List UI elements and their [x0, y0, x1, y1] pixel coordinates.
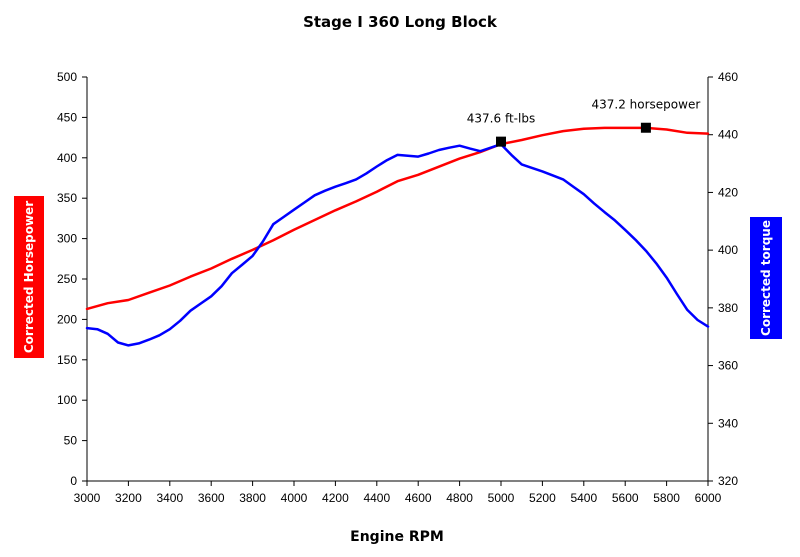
- x-tick-label: 5600: [612, 491, 639, 505]
- x-tick-label: 5000: [488, 491, 515, 505]
- y-left-tick-label: 500: [57, 70, 77, 84]
- x-tick-label: 3200: [115, 491, 142, 505]
- right-axis-label: Corrected torque: [750, 217, 782, 339]
- annotation-marker: [496, 136, 506, 147]
- x-ticks: 3000 3200 3400 3600 3800 4000 4200 4400 4600 4800…: [74, 481, 722, 505]
- x-tick-label: 3600: [198, 491, 225, 505]
- x-tick-label: 5400: [570, 491, 597, 505]
- y-right-tick-label: 380: [718, 301, 738, 315]
- x-tick-label: 4600: [405, 491, 432, 505]
- x-tick-label: 5800: [653, 491, 680, 505]
- annotation-label: 437.6 ft-lbs: [467, 112, 535, 126]
- y-right-tick-label: 400: [718, 243, 738, 257]
- y-left-tick-label: 200: [57, 312, 77, 326]
- y-right-ticks: 320 340 360 380 400 420 440 460: [708, 70, 738, 488]
- x-tick-label: 3000: [74, 491, 101, 505]
- y-left-tick-label: 450: [57, 110, 77, 124]
- y-left-tick-label: 0: [70, 474, 77, 488]
- x-tick-label: 3800: [239, 491, 266, 505]
- left-axis-label-text: Corrected Horsepower: [22, 201, 36, 353]
- horsepower-line: [85, 126, 710, 311]
- x-tick-label: 4200: [322, 491, 349, 505]
- x-axis-label: Engine RPM: [350, 529, 444, 545]
- x-tick-label: 3400: [156, 491, 183, 505]
- y-left-tick-label: 300: [57, 232, 77, 246]
- left-axis-label: Corrected Horsepower: [14, 196, 44, 358]
- y-right-tick-label: 460: [718, 70, 738, 84]
- y-right-tick-label: 440: [718, 128, 738, 142]
- y-left-tick-label: 400: [57, 151, 77, 165]
- y-left-tick-label: 350: [57, 191, 77, 205]
- x-tick-label: 4000: [281, 491, 308, 505]
- annotation-marker: [640, 122, 651, 133]
- y-right-tick-label: 360: [718, 359, 738, 373]
- right-axis-label-text: Corrected torque: [759, 220, 773, 336]
- x-tick-label: 4400: [363, 491, 390, 505]
- right-axis-label-box: [750, 217, 782, 339]
- y-left-ticks: 0 50 100 150 200 250 300 350 400 450 500: [57, 70, 87, 488]
- annotations-group: 437.6 ft-lbs 437.2 horsepower: [467, 98, 701, 147]
- y-right-tick-label: 320: [718, 474, 738, 488]
- y-left-tick-label: 100: [57, 393, 77, 407]
- series-group: [85, 126, 710, 347]
- y-left-tick-label: 50: [64, 434, 78, 448]
- plot-area: [86, 77, 709, 482]
- left-axis-label-box: [14, 196, 44, 358]
- torque-line: [85, 142, 710, 347]
- x-tick-label: 5200: [529, 491, 556, 505]
- chart-title: Stage I 360 Long Block: [303, 13, 498, 31]
- y-left-tick-label: 250: [57, 272, 77, 286]
- y-right-tick-label: 340: [718, 416, 738, 430]
- x-tick-label: 4800: [446, 491, 473, 505]
- y-left-tick-label: 150: [57, 353, 77, 367]
- x-tick-label: 6000: [695, 491, 722, 505]
- annotation-label: 437.2 horsepower: [592, 98, 701, 112]
- y-right-tick-label: 420: [718, 185, 738, 199]
